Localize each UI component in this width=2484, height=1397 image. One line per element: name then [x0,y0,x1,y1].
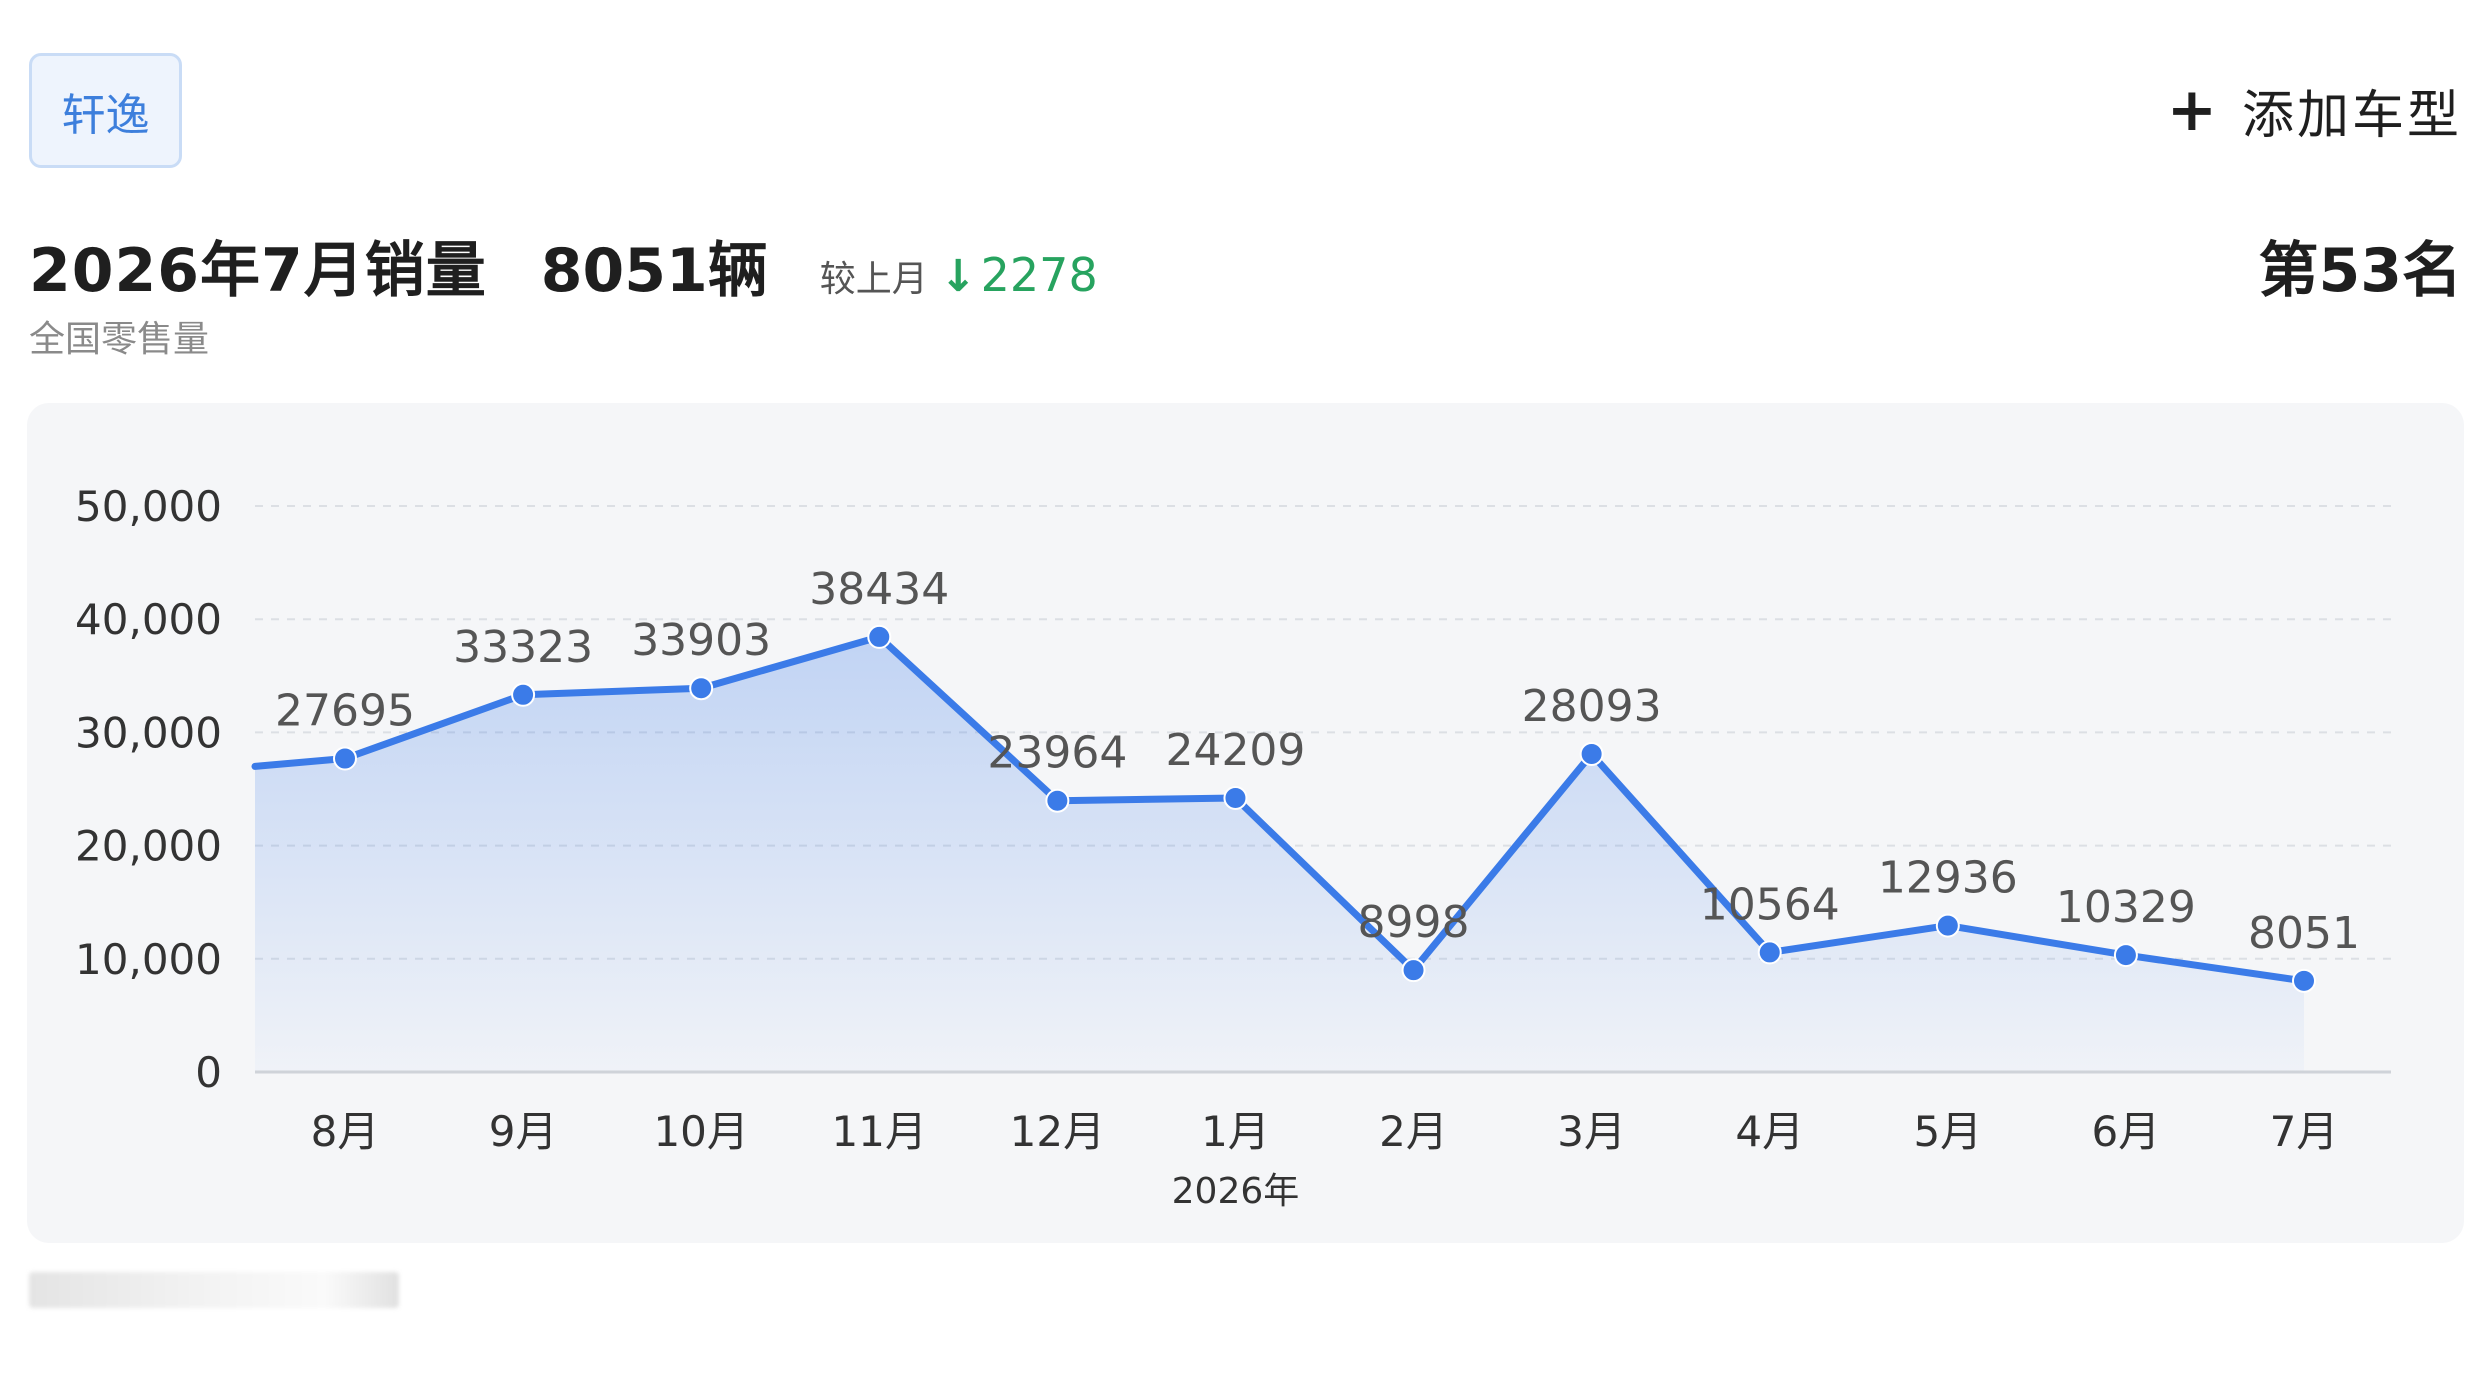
data-label: 33903 [631,615,771,666]
x-tick-label: 1月 [1201,1107,1270,1156]
data-label: 8998 [1358,897,1470,948]
x-tick-label: 12月 [1010,1107,1105,1156]
data-label: 27695 [275,685,415,736]
data-point [2113,943,2138,968]
sales-value: 8051辆 [540,236,768,306]
year-label: 2026年 [1172,1171,1300,1212]
data-label: 38434 [809,564,949,615]
data-point [1935,913,1960,938]
y-tick-label: 0 [195,1048,222,1097]
data-point [1223,785,1248,810]
x-tick-label: 6月 [2092,1107,2161,1156]
y-tick-label: 20,000 [75,822,222,871]
blurred-footer-text [29,1272,399,1308]
y-tick-label: 40,000 [75,595,222,644]
arrow-down-icon: ↓ [939,251,977,302]
y-tick-label: 10,000 [75,935,222,984]
data-label: 23964 [987,728,1127,779]
x-tick-label: 9月 [489,1107,558,1156]
y-tick-label: 30,000 [75,708,222,757]
change-value: 2278 [980,248,1098,302]
data-label: 10564 [1700,879,1840,930]
sales-chart-card: 27695 33323 33903 38434 23964 24209 8998 28093 1… [27,403,2464,1243]
plus-icon: + [2166,75,2220,145]
data-label: 8051 [2248,908,2360,959]
x-tick-label: 3月 [1557,1107,1626,1156]
x-tick-label: 8月 [311,1107,380,1156]
data-label: 33323 [453,622,593,673]
data-point [511,682,536,707]
x-tick-label: 11月 [832,1107,927,1156]
data-point [2292,968,2316,993]
model-tag[interactable]: 轩逸 [29,53,182,168]
data-point [1757,940,1782,965]
model-tag-label: 轩逸 [61,89,150,141]
rank-badge: 第53名 [2258,236,2463,306]
data-point [867,624,892,649]
x-tick-label: 4月 [1735,1107,1804,1156]
data-label: 10329 [2056,882,2196,933]
data-point [333,746,357,771]
sales-headline: 2026年7月销量 8051辆 较上月 ↓ 2278 [29,222,1098,306]
series-area [255,636,2304,1072]
x-tick-label: 5月 [1913,1107,1982,1156]
sales-subtitle: 全国零售量 [29,319,210,360]
data-point [1045,788,1070,813]
x-tick-label: 2月 [1379,1107,1448,1156]
add-model-label: 添加车型 [2241,85,2462,146]
y-tick-label: 50,000 [75,482,222,531]
compare-label: 较上月 [819,259,928,300]
sales-line-chart: 27695 33323 33903 38434 23964 24209 8998 28093 1… [75,482,2391,1212]
sales-title: 2026年7月销量 [29,236,487,306]
data-label: 24209 [1165,725,1305,776]
x-tick-label: 7月 [2270,1107,2339,1156]
add-model-button[interactable]: + 添加车型 [2166,75,2462,146]
x-tick-label: 10月 [653,1107,748,1156]
data-point [1401,958,1426,983]
data-label: 28093 [1522,681,1662,732]
data-label: 12936 [1878,853,2018,904]
data-point [1579,741,1604,766]
data-point [689,676,714,701]
